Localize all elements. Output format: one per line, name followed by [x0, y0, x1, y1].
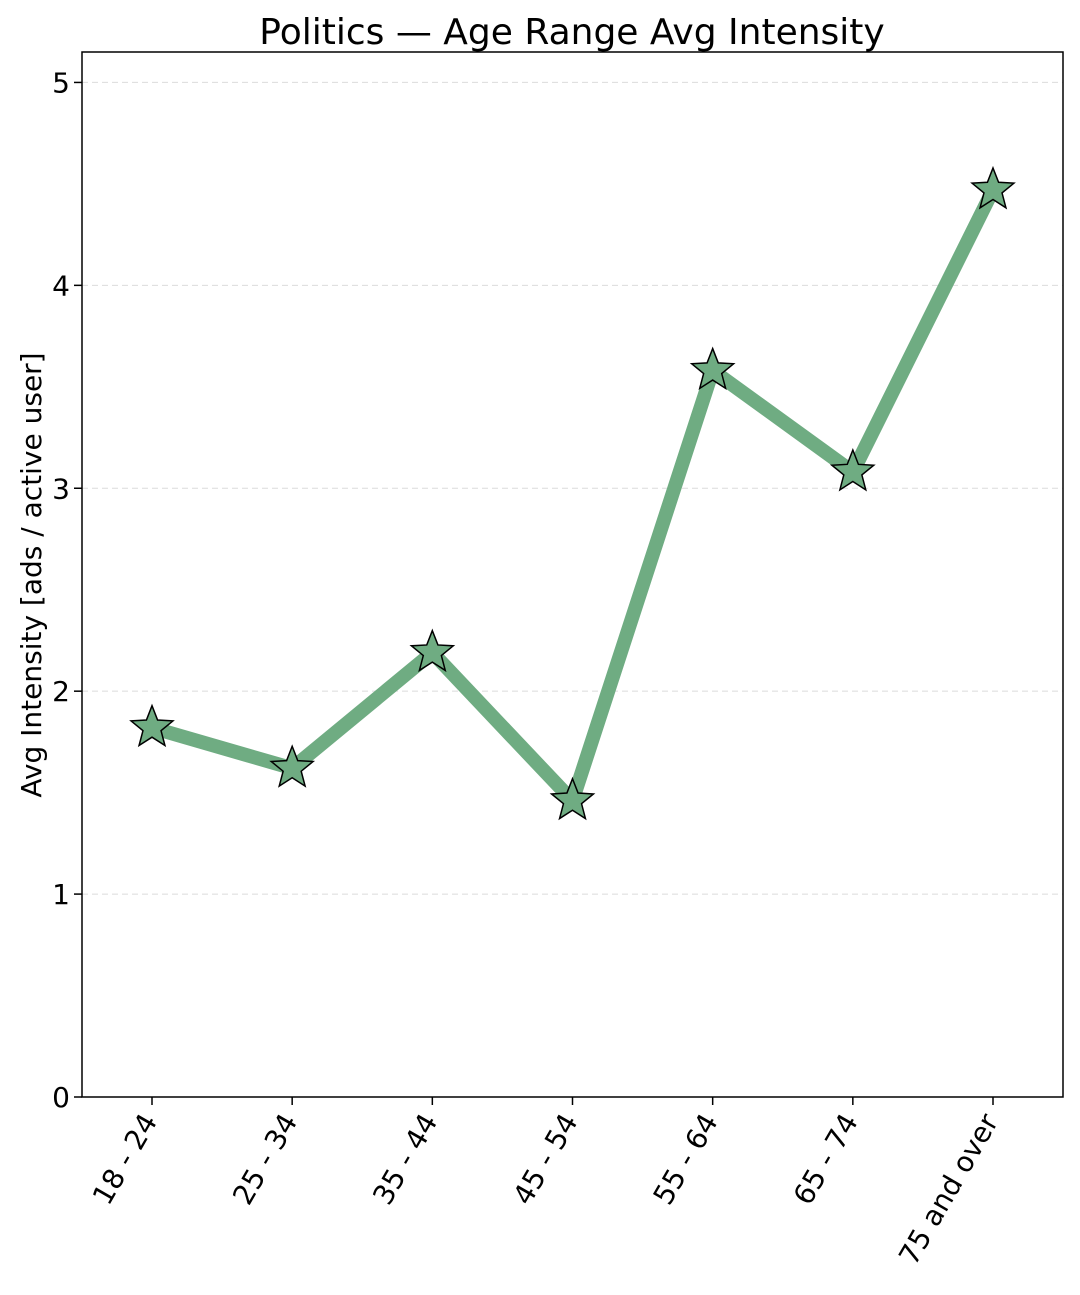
data-point-star	[829, 447, 876, 492]
grid-lines	[82, 81, 1063, 1098]
x-tick-label: 35 - 44	[366, 1108, 444, 1210]
y-tick-label: 0	[52, 1081, 70, 1114]
data-point-star	[689, 346, 736, 391]
x-tick-label: 25 - 34	[226, 1108, 304, 1210]
y-tick-label: 3	[52, 472, 70, 505]
x-tick-label: 45 - 54	[506, 1108, 584, 1210]
x-tick-label: 18 - 24	[86, 1108, 164, 1210]
series	[129, 165, 1016, 821]
y-axis: 0 1 2 3 4 5	[52, 66, 82, 1114]
x-tick-label: 65 - 74	[787, 1108, 865, 1210]
data-point-star	[129, 703, 175, 748]
y-tick-label: 2	[52, 675, 70, 708]
x-tick-label: 55 - 64	[647, 1108, 725, 1210]
data-point-star	[409, 628, 456, 673]
plot-frame	[81, 51, 1064, 1098]
y-tick-label: 5	[52, 66, 70, 99]
x-axis: 18 - 24 25 - 34 35 - 44 45 - 54 55 - 64 65 - …	[86, 1097, 1005, 1270]
x-tick-label: 75 and over	[892, 1108, 1005, 1271]
y-axis-label: Avg Intensity [ads / active user]	[15, 352, 48, 797]
series-line	[145, 182, 1000, 808]
data-point-star	[549, 776, 596, 821]
y-tick-label: 1	[52, 878, 70, 911]
chart-title: Politics — Age Range Avg Intensity	[259, 12, 884, 53]
y-tick-label: 4	[52, 269, 70, 302]
data-point-star	[269, 744, 316, 788]
data-point-star	[970, 165, 1016, 210]
